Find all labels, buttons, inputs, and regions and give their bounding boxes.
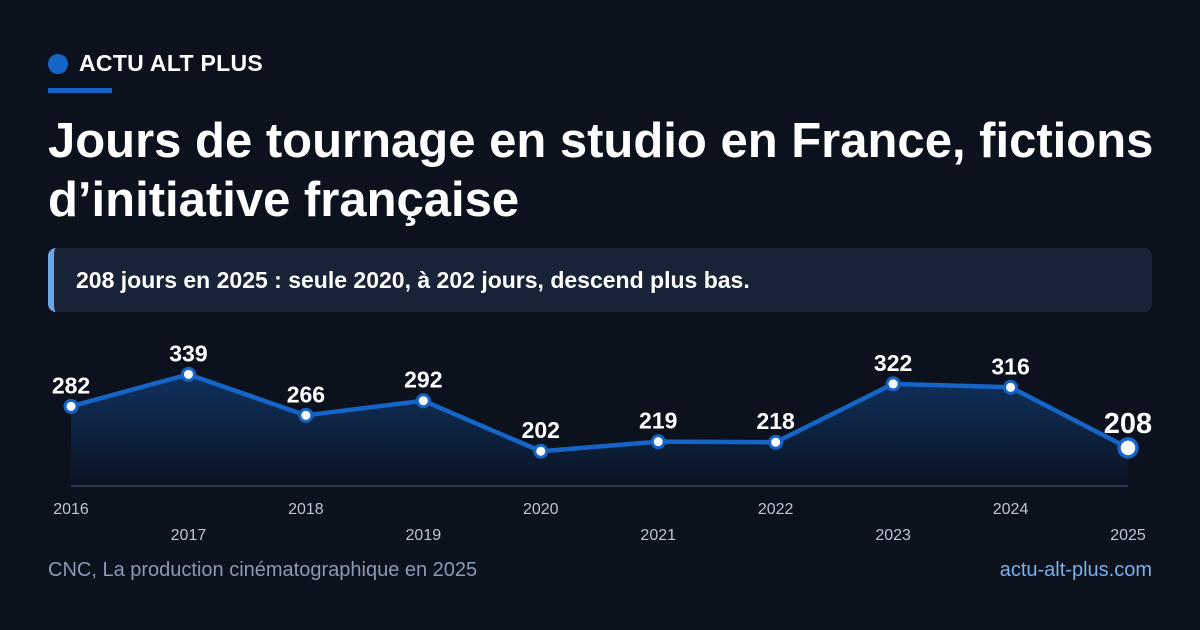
x-tick-label-2018: 2018 — [288, 501, 324, 518]
brand-underline — [48, 88, 112, 93]
data-point-2023 — [885, 376, 901, 392]
data-point-2024 — [1003, 379, 1019, 395]
x-tick-label-2016: 2016 — [53, 501, 89, 518]
data-point-2017 — [180, 366, 196, 382]
x-tick-label-2023: 2023 — [875, 527, 911, 544]
brand-name: ACTU ALT PLUS — [79, 50, 264, 76]
callout-text: 208 jours en 2025 : seule 2020, à 202 jo… — [76, 266, 750, 293]
x-tick-label-2024: 2024 — [993, 501, 1029, 518]
data-label-2024: 316 — [991, 353, 1029, 379]
x-tick-label-2020: 2020 — [523, 501, 559, 518]
data-point-2021 — [650, 434, 666, 450]
x-tick-label-2017: 2017 — [171, 527, 207, 544]
data-label-2017: 339 — [169, 340, 207, 366]
data-label-2018: 266 — [287, 381, 325, 407]
data-point-2022 — [768, 434, 784, 450]
site-link[interactable]: actu-alt-plus.com — [999, 559, 1152, 581]
data-label-2020: 202 — [522, 417, 560, 443]
source-note: CNC, La production cinématographique en … — [48, 559, 478, 581]
data-point-2016 — [63, 398, 79, 414]
data-point-2025 — [1117, 437, 1139, 459]
series-line — [68, 372, 1131, 454]
x-tick-label-2021: 2021 — [640, 527, 676, 544]
x-tick-label-2022: 2022 — [758, 501, 794, 518]
page-title: Jours de tournage en studio en France, f… — [48, 114, 1154, 227]
data-point-2020 — [533, 443, 549, 459]
x-tick-label-2025: 2025 — [1110, 527, 1146, 544]
data-label-2023: 322 — [874, 350, 912, 376]
callout-box: 208 jours en 2025 : seule 2020, à 202 jo… — [48, 248, 1152, 312]
data-point-2019 — [415, 393, 431, 409]
data-label-2016: 282 — [52, 372, 90, 398]
brand: ACTU ALT PLUS — [48, 50, 263, 77]
data-point-2018 — [298, 407, 314, 423]
data-label-2025: 208 — [1104, 408, 1152, 440]
data-label-2022: 218 — [756, 408, 795, 434]
brand-dot-icon — [48, 53, 68, 74]
data-label-2021: 219 — [639, 408, 677, 434]
area-fill — [71, 374, 1128, 486]
data-label-2019: 292 — [404, 367, 442, 393]
x-tick-label-2019: 2019 — [406, 527, 442, 544]
